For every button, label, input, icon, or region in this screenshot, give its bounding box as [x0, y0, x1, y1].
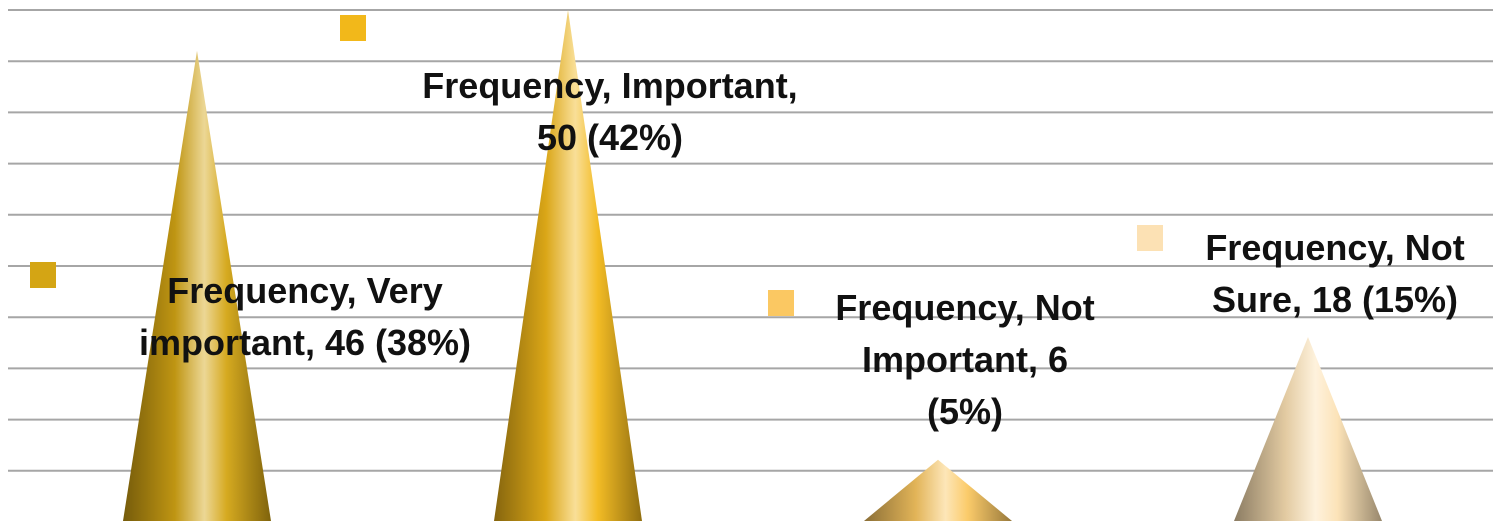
gridlines — [8, 9, 1493, 472]
cone-important — [494, 10, 642, 521]
data-label-text: Frequency, Very important, 46 (38%) — [138, 270, 472, 363]
legend-key-swatch — [768, 290, 794, 316]
cone-not-sure — [1234, 337, 1382, 521]
data-label-not-important: Frequency, Not Important, 6 (5%) — [768, 282, 1150, 438]
cones — [123, 10, 1382, 521]
data-label-text: Frequency, Not Important, 6 (5%) — [835, 287, 1095, 432]
data-label-important: Frequency, Important, 50 (42%) — [340, 15, 840, 164]
legend-key-swatch — [30, 262, 56, 288]
data-label-very-important: Frequency, Very important, 46 (38%) — [30, 262, 540, 369]
data-label-text: Frequency, Important, 50 (42%) — [422, 65, 798, 158]
cone-very-important — [123, 50, 271, 521]
cone-not-important — [864, 459, 1012, 521]
legend-key-swatch — [1137, 225, 1163, 251]
legend-key-swatch — [340, 15, 366, 41]
data-label-text: Frequency, Not Sure, 18 (15%) — [1205, 227, 1465, 320]
data-label-not-sure: Frequency, Not Sure, 18 (15%) — [1137, 222, 1493, 326]
